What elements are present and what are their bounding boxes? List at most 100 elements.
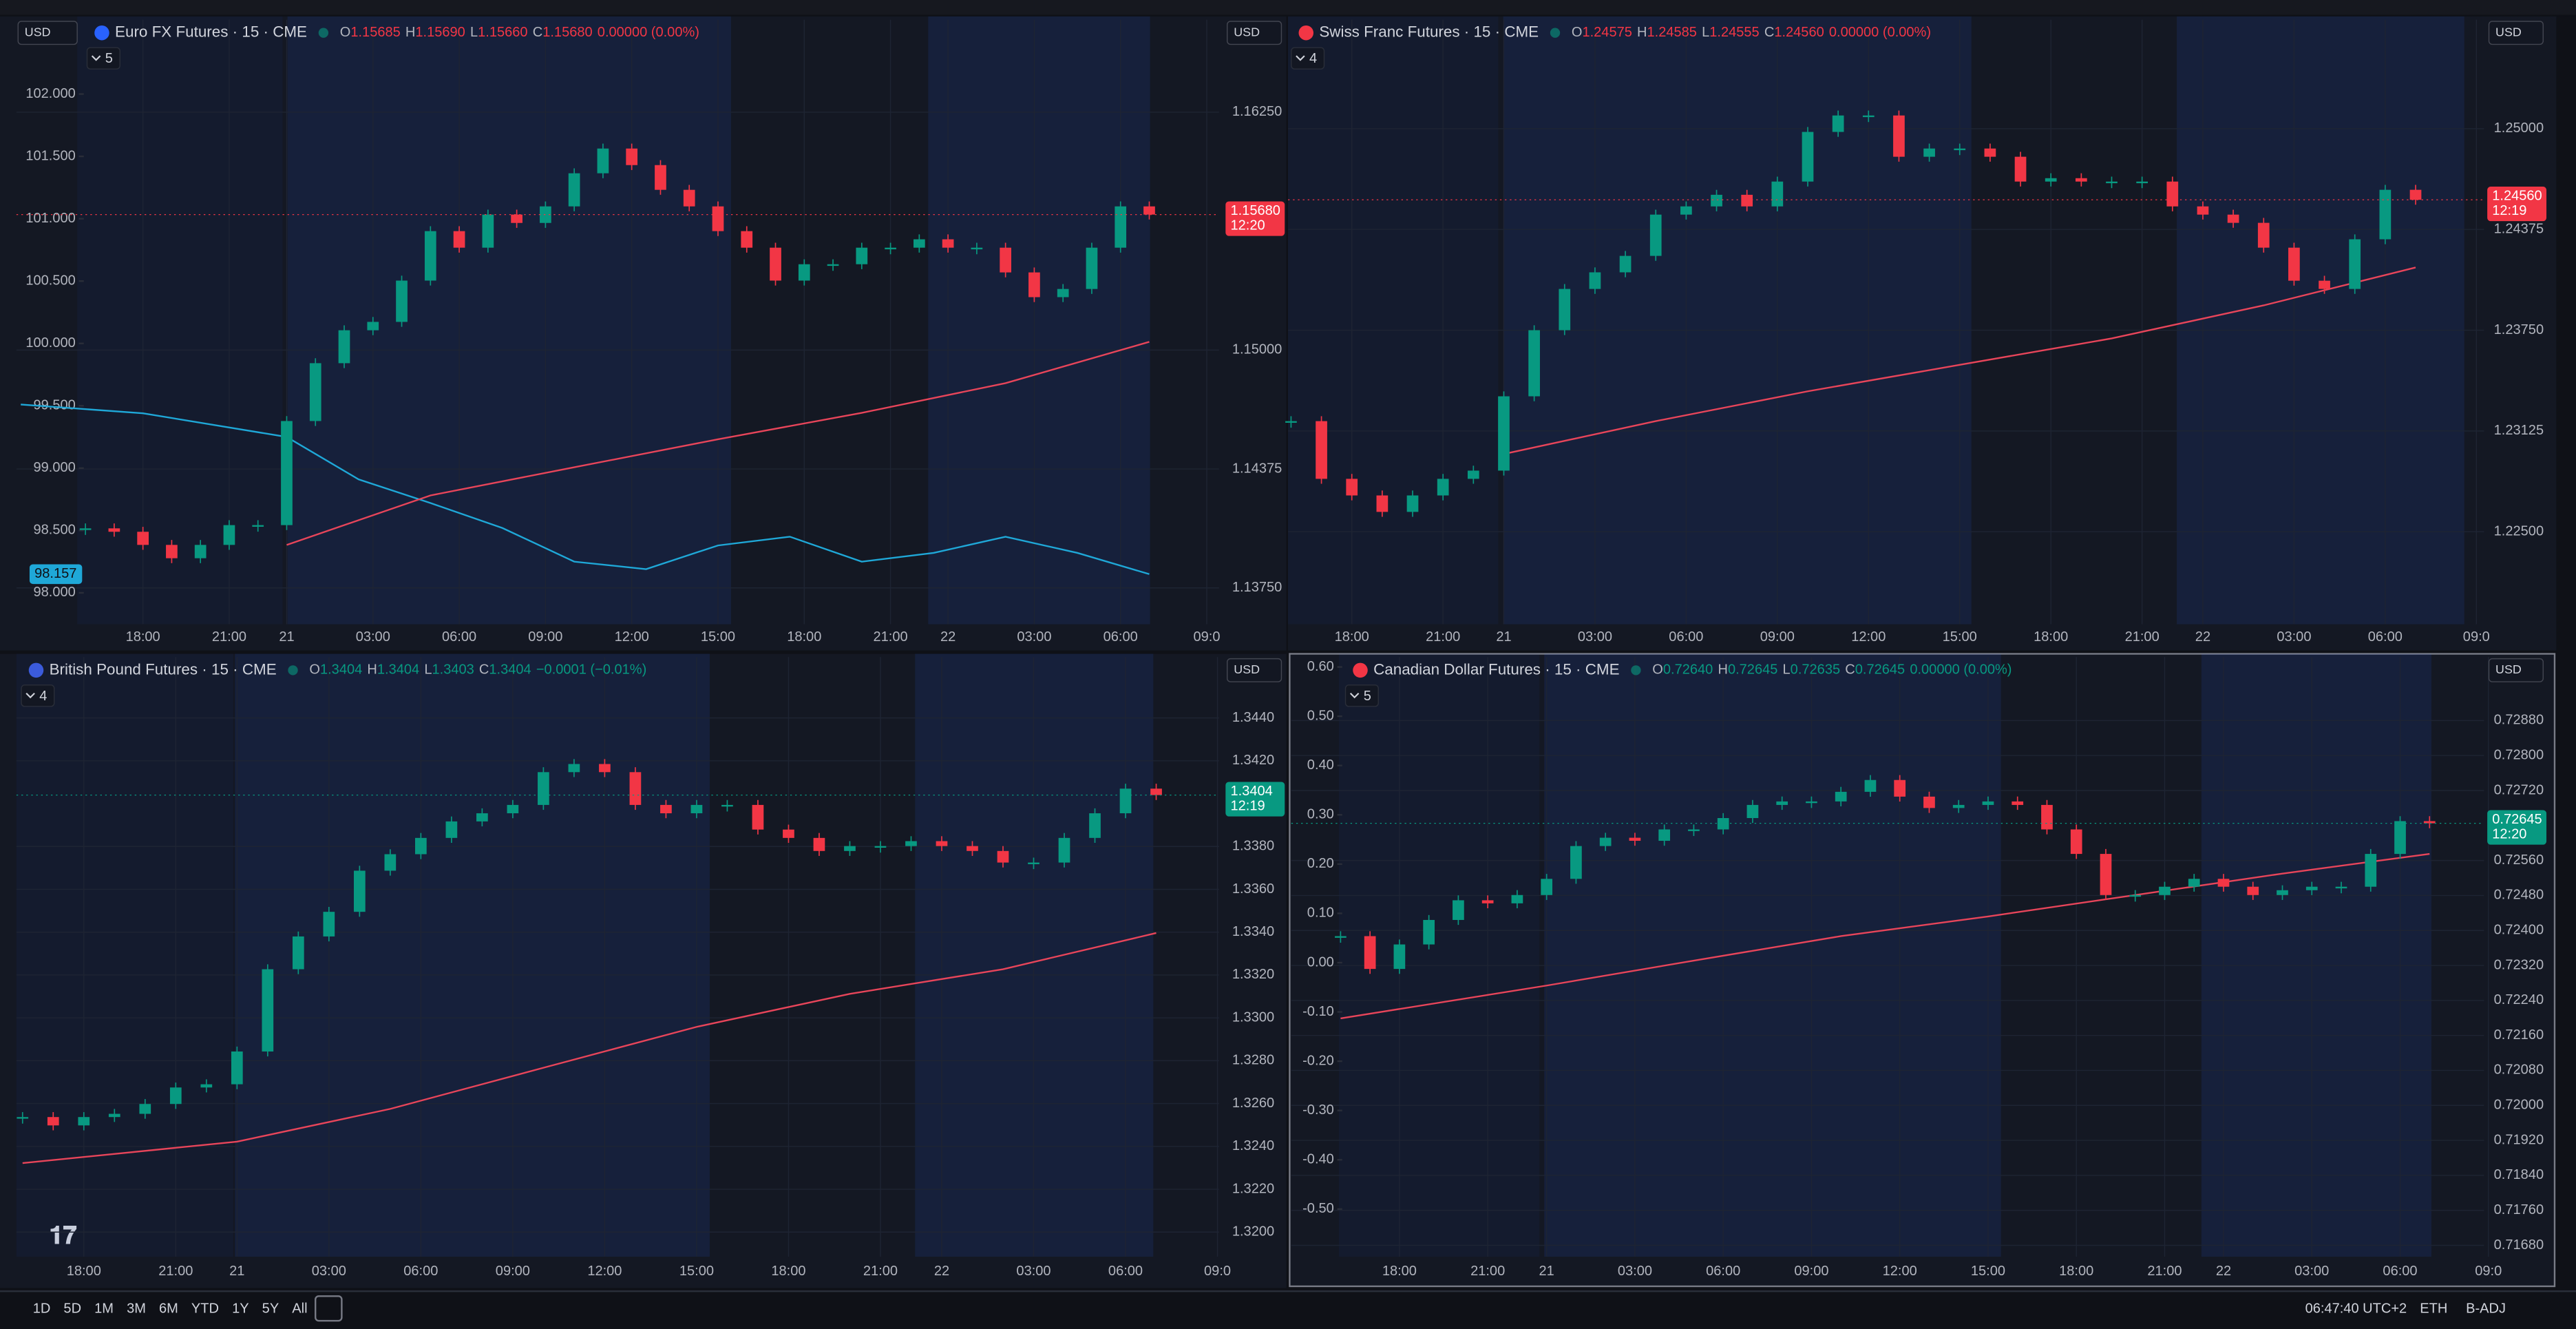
ohlc-label: O xyxy=(309,662,320,678)
x-tick-label: 06:00 xyxy=(2368,629,2403,645)
x-tick-label: 06:00 xyxy=(1669,629,1703,645)
indicators-count[interactable]: 4 xyxy=(39,689,47,704)
x-tick-label: 21:00 xyxy=(874,629,908,645)
x-tick-label: 21:00 xyxy=(212,629,246,645)
candle xyxy=(2379,189,2392,240)
currency[interactable]: USD xyxy=(1234,25,1260,39)
y-tick-label: 1.3360 xyxy=(1232,881,1274,897)
y-tick-label: 0.72880 xyxy=(2494,713,2544,728)
range-button[interactable]: 5Y xyxy=(262,1301,279,1317)
moving-average xyxy=(22,932,1157,1164)
compare-tag xyxy=(29,564,83,585)
panel-frame xyxy=(0,16,1287,651)
ohlc-value: 0.72635 xyxy=(1791,662,1840,678)
candle xyxy=(1364,936,1376,970)
currency-button[interactable] xyxy=(17,21,78,45)
session-shading xyxy=(287,16,731,625)
candle xyxy=(721,804,733,807)
candle xyxy=(538,772,549,805)
range-button[interactable]: 1Y xyxy=(232,1301,249,1317)
ohlc-label: H xyxy=(1718,662,1727,678)
x-tick-label: 09:00 xyxy=(1760,629,1795,645)
candle xyxy=(2247,886,2259,895)
range-button[interactable]: 3M xyxy=(127,1301,146,1317)
x-tick-label: 09:00 xyxy=(496,1264,530,1279)
left-currency[interactable]: USD xyxy=(25,25,51,39)
symbol-title[interactable]: Euro FX Futures · 15 · CME xyxy=(115,23,307,41)
candle xyxy=(169,1087,182,1105)
candle xyxy=(47,1117,59,1126)
currency-button[interactable] xyxy=(2488,21,2544,45)
x-tick-label: 06:00 xyxy=(1108,1264,1143,1279)
session[interactable]: ETH xyxy=(2420,1301,2447,1317)
y2-tick-label: -0.40 xyxy=(1302,1152,1334,1167)
range-button[interactable]: 1M xyxy=(94,1301,114,1317)
symbol-title[interactable]: Swiss Franc Futures · 15 · CME xyxy=(1319,23,1539,41)
indicators-toggle[interactable] xyxy=(86,47,120,70)
y-tick-label: 1.3300 xyxy=(1232,1009,1274,1025)
x-tick-label: 18:00 xyxy=(1382,1264,1417,1279)
symbol-title[interactable]: British Pound Futures · 15 · CME xyxy=(50,660,277,678)
compare-value: 98.157 xyxy=(34,566,76,581)
status-dot xyxy=(288,665,298,676)
candle xyxy=(453,231,465,248)
ohlc-label: L xyxy=(470,25,478,40)
candle xyxy=(1285,421,1297,423)
indicators-count[interactable]: 4 xyxy=(1309,51,1317,66)
y-tick-label: 0.71920 xyxy=(2494,1132,2544,1147)
range-button[interactable]: 6M xyxy=(159,1301,178,1317)
candle xyxy=(660,804,672,814)
date-range-icon[interactable] xyxy=(315,1295,343,1322)
range-button[interactable]: All xyxy=(292,1301,307,1317)
panel-frame xyxy=(1288,16,2576,651)
range-button[interactable]: 1D xyxy=(33,1301,51,1317)
session-shading xyxy=(1544,653,2001,1257)
currency[interactable]: USD xyxy=(1234,662,1260,676)
currency[interactable]: USD xyxy=(2495,662,2522,676)
x-tick-label: 21:00 xyxy=(1470,1264,1505,1279)
x-tick-label: 22 xyxy=(940,629,956,645)
currency[interactable]: USD xyxy=(2495,25,2522,39)
candle xyxy=(597,148,609,174)
indicators-toggle[interactable] xyxy=(1291,47,1325,70)
indicators-count[interactable]: 5 xyxy=(1364,689,1371,704)
currency-button[interactable] xyxy=(1226,21,1282,45)
candle xyxy=(905,841,917,846)
y-tick-label: 1.3420 xyxy=(1232,753,1274,768)
candle xyxy=(1335,936,1347,938)
currency-button[interactable] xyxy=(1226,658,1282,682)
adjustment[interactable]: B-ADJ xyxy=(2466,1301,2506,1317)
y2-tick-label: 0.40 xyxy=(1307,757,1334,773)
y2-tick-label: -0.10 xyxy=(1302,1004,1334,1019)
candle xyxy=(2365,854,2377,887)
candle xyxy=(1658,829,1671,841)
x-tick-label: 21:00 xyxy=(158,1264,193,1279)
y-tick-label: 0.72080 xyxy=(2494,1063,2544,1078)
candle xyxy=(1717,817,1729,830)
candle xyxy=(2136,181,2149,184)
last-price: 1.24560 xyxy=(2492,189,2542,204)
clock[interactable]: 06:47:40 UTC+2 xyxy=(2305,1301,2407,1317)
candle xyxy=(1086,247,1098,289)
candle xyxy=(856,247,868,264)
candle xyxy=(200,1084,213,1088)
range-button[interactable]: YTD xyxy=(191,1301,219,1317)
ohlc-value: 1.24585 xyxy=(1647,25,1697,40)
candle xyxy=(599,764,611,773)
currency-button[interactable] xyxy=(2488,658,2544,682)
indicators-toggle[interactable] xyxy=(1344,684,1379,707)
last-price: 0.72645 xyxy=(2492,812,2542,827)
ohlc-value: 0.72640 xyxy=(1663,662,1713,678)
ohlc-value: 1.3404 xyxy=(320,662,362,678)
candle xyxy=(78,1117,90,1126)
y-tick-label: 1.3380 xyxy=(1232,839,1274,854)
symbol-title[interactable]: Canadian Dollar Futures · 15 · CME xyxy=(1373,660,1619,678)
candle xyxy=(1559,289,1571,331)
candle xyxy=(511,214,522,223)
indicators-count[interactable]: 5 xyxy=(105,51,113,66)
indicators-toggle[interactable] xyxy=(21,684,55,707)
y-tick-label: 0.72240 xyxy=(2494,992,2544,1007)
range-button[interactable]: 5D xyxy=(63,1301,81,1317)
candle xyxy=(1028,272,1040,297)
